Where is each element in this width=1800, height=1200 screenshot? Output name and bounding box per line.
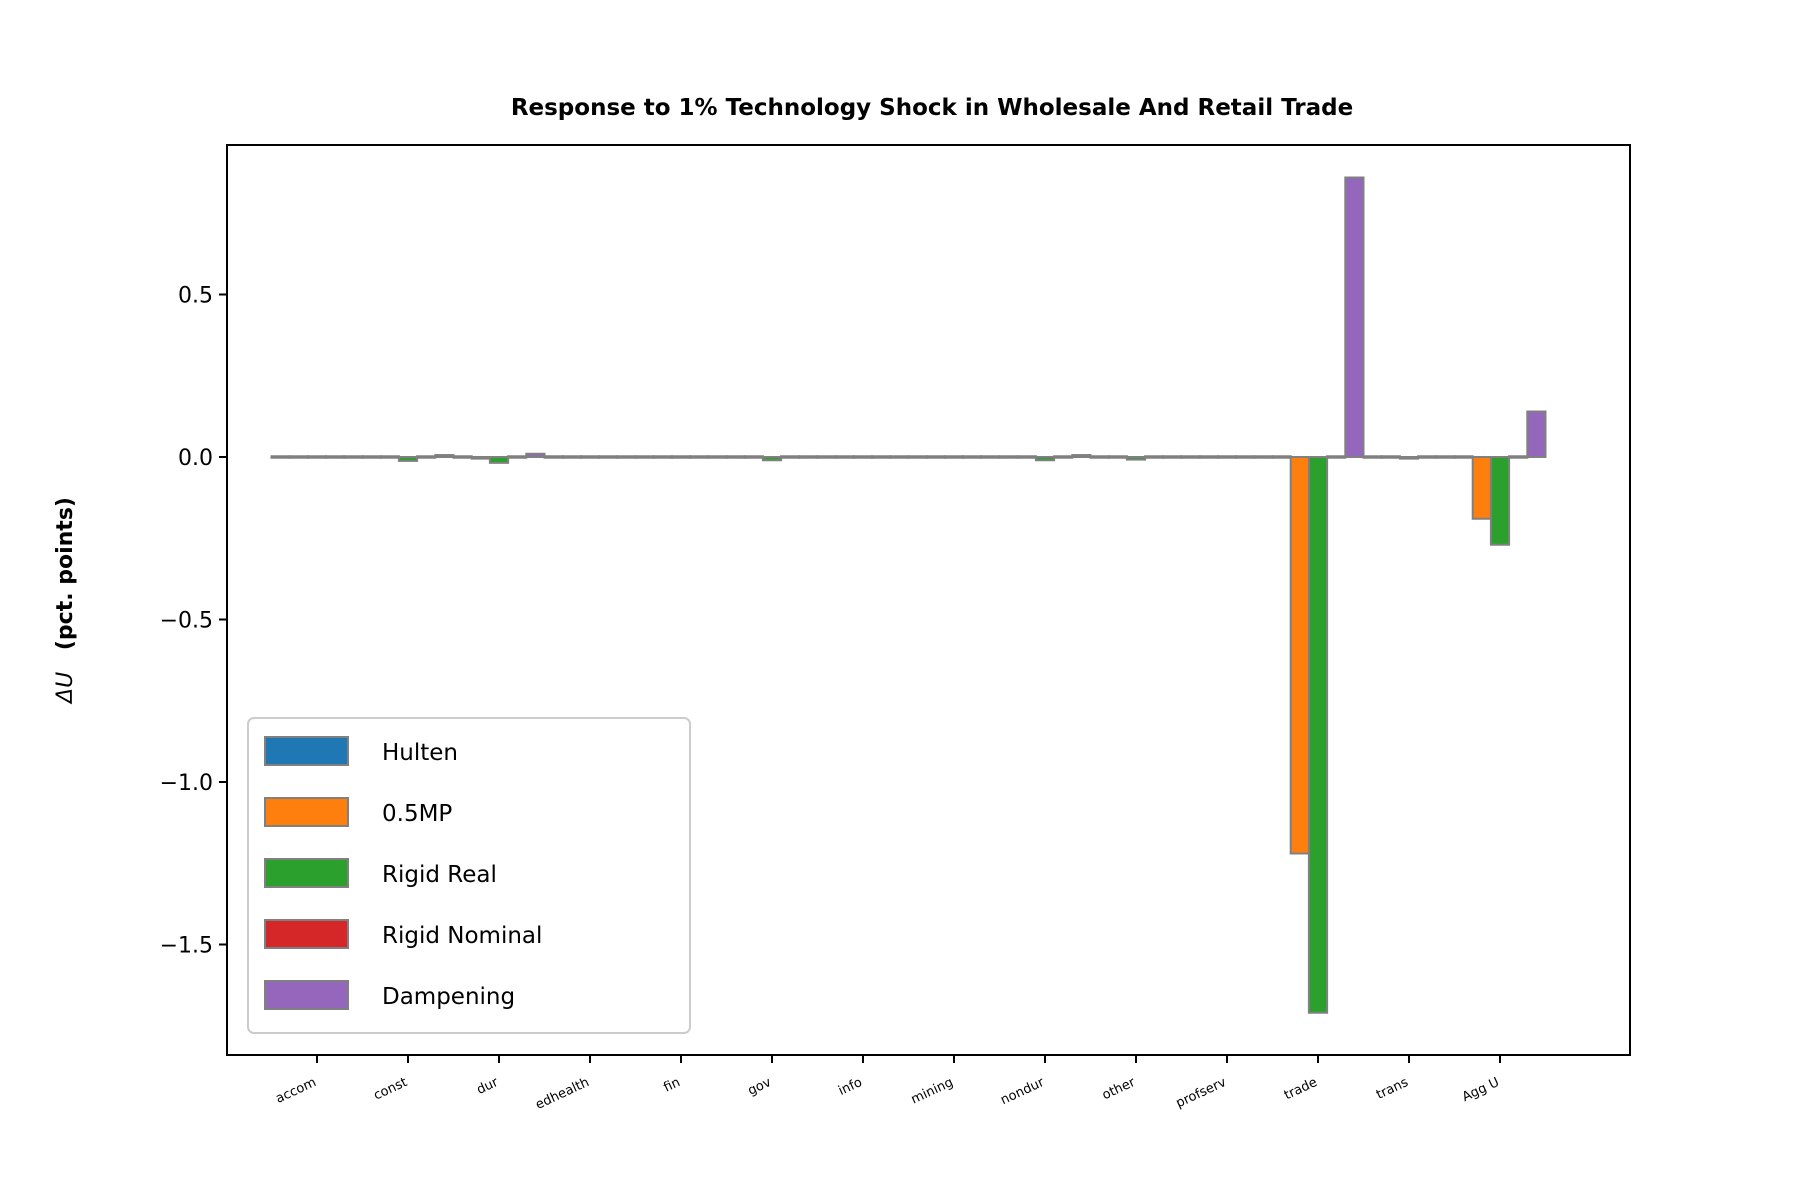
bar-rigid-nominal-trans	[1417, 455, 1438, 459]
bar-dampening-other	[1162, 455, 1183, 459]
bar-0-5mp-info	[834, 455, 855, 459]
y-tick-label: −1.0	[160, 771, 213, 796]
y-tick-label: −0.5	[160, 609, 213, 634]
bar-dampening-fin	[707, 455, 728, 459]
bar-dampening-info	[889, 455, 910, 459]
bar-rigid-real-agg-u	[1489, 456, 1511, 546]
legend-label-rigid-real: Rigid Real	[382, 862, 497, 888]
bar-rigid-nominal-mining	[962, 455, 983, 459]
plot-frame	[226, 144, 1631, 1056]
bar-hulten-trade	[1271, 455, 1292, 459]
bar-hulten-gov	[725, 455, 746, 459]
bar-dampening-edhealth	[616, 455, 637, 459]
bar-rigid-real-fin	[670, 455, 692, 459]
bar-hulten-info	[816, 455, 837, 459]
x-tick-label: fin	[661, 1075, 682, 1096]
bar-hulten-fin	[634, 455, 655, 459]
bar-hulten-other	[1089, 455, 1110, 459]
bar-0-5mp-mining	[925, 455, 946, 459]
y-tick-label: −1.5	[160, 934, 213, 959]
y-axis-label-symbol: ΔU	[53, 672, 78, 705]
bar-rigid-real-other	[1125, 456, 1147, 461]
bar-rigid-nominal-gov	[780, 455, 801, 459]
bar-dampening-dur	[525, 452, 546, 458]
bar-0-5mp-fin	[652, 455, 673, 459]
bar-rigid-nominal-profserv	[1235, 455, 1256, 459]
bar-dampening-agg-u	[1526, 410, 1547, 458]
bar-rigid-nominal-const	[416, 455, 437, 459]
bars-group	[270, 176, 1547, 1014]
bar-rigid-real-info	[852, 455, 874, 459]
bar-hulten-trans	[1362, 455, 1383, 459]
bar-0-5mp-gov	[743, 455, 764, 459]
bar-rigid-real-gov	[761, 456, 783, 462]
bar-dampening-gov	[798, 455, 819, 459]
bar-rigid-nominal-fin	[689, 455, 710, 459]
bar-rigid-real-trade	[1307, 456, 1329, 1014]
legend-swatch-rigid-nominal	[264, 919, 349, 949]
bar-rigid-real-trans	[1398, 456, 1420, 460]
bar-rigid-real-accom	[306, 455, 328, 459]
bar-0-5mp-other	[1107, 455, 1128, 459]
bar-rigid-real-dur	[488, 456, 510, 464]
bar-0-5mp-edhealth	[561, 455, 582, 459]
bar-dampening-accom	[343, 455, 364, 459]
bar-0-5mp-dur	[470, 456, 491, 460]
bar-0-5mp-trade	[1289, 456, 1310, 855]
legend-swatch-rigid-real	[264, 858, 349, 888]
legend-label-0-5mp: 0.5MP	[382, 801, 452, 827]
bar-rigid-real-nondur	[1034, 456, 1056, 462]
bar-rigid-real-const	[397, 456, 419, 462]
legend-swatch-hulten	[264, 736, 349, 766]
bar-rigid-real-edhealth	[579, 455, 601, 459]
bar-hulten-nondur	[998, 455, 1019, 459]
bar-rigid-nominal-nondur	[1053, 455, 1074, 459]
bar-rigid-nominal-accom	[325, 455, 346, 459]
bar-hulten-dur	[452, 455, 473, 459]
bar-hulten-mining	[907, 455, 928, 459]
bar-rigid-nominal-other	[1144, 455, 1165, 459]
y-axis-label: ΔU (pct. points)	[53, 497, 78, 705]
legend-box	[247, 717, 691, 1034]
bar-0-5mp-profserv	[1198, 455, 1219, 459]
legend-swatch-dampening	[264, 980, 349, 1010]
bar-dampening-mining	[980, 455, 1001, 459]
legend: Hulten 0.5MP Rigid Real Rigid Nominal Dampen…	[247, 717, 691, 1034]
bar-0-5mp-accom	[288, 455, 309, 459]
bar-rigid-nominal-agg-u	[1508, 455, 1529, 459]
bar-rigid-nominal-trade	[1326, 455, 1347, 459]
bar-0-5mp-nondur	[1016, 455, 1037, 459]
bar-0-5mp-trans	[1380, 455, 1401, 459]
y-axis-label-text: (pct. points)	[53, 497, 78, 650]
y-tick-label: 0.5	[178, 284, 213, 309]
bar-dampening-nondur	[1071, 454, 1092, 458]
bar-0-5mp-const	[379, 455, 400, 459]
y-axis: 0.5 0.0 −0.5 −1.0 −1.5	[160, 284, 227, 959]
bar-hulten-const	[361, 455, 382, 459]
chart-title: Response to 1% Technology Shock in Whole…	[511, 95, 1353, 121]
legend-label-dampening: Dampening	[382, 984, 515, 1010]
bar-rigid-real-profserv	[1216, 455, 1238, 459]
bar-rigid-nominal-dur	[507, 455, 528, 459]
bar-hulten-profserv	[1180, 455, 1201, 459]
bar-dampening-trade	[1344, 176, 1365, 458]
legend-swatch-0-5mp	[264, 797, 349, 827]
bar-hulten-edhealth	[543, 455, 564, 459]
legend-label-hulten: Hulten	[382, 740, 458, 766]
bar-hulten-agg-u	[1453, 455, 1474, 459]
bar-rigid-real-mining	[943, 455, 965, 459]
legend-label-rigid-nominal: Rigid Nominal	[382, 923, 542, 949]
bar-hulten-accom	[270, 455, 291, 459]
bar-rigid-nominal-info	[871, 455, 892, 459]
bar-rigid-nominal-edhealth	[598, 455, 619, 459]
bar-dampening-profserv	[1253, 455, 1274, 459]
bar-dampening-const	[434, 454, 455, 458]
bar-dampening-trans	[1435, 455, 1456, 459]
bar-0-5mp-agg-u	[1471, 456, 1492, 520]
y-tick-label: 0.0	[178, 446, 213, 471]
